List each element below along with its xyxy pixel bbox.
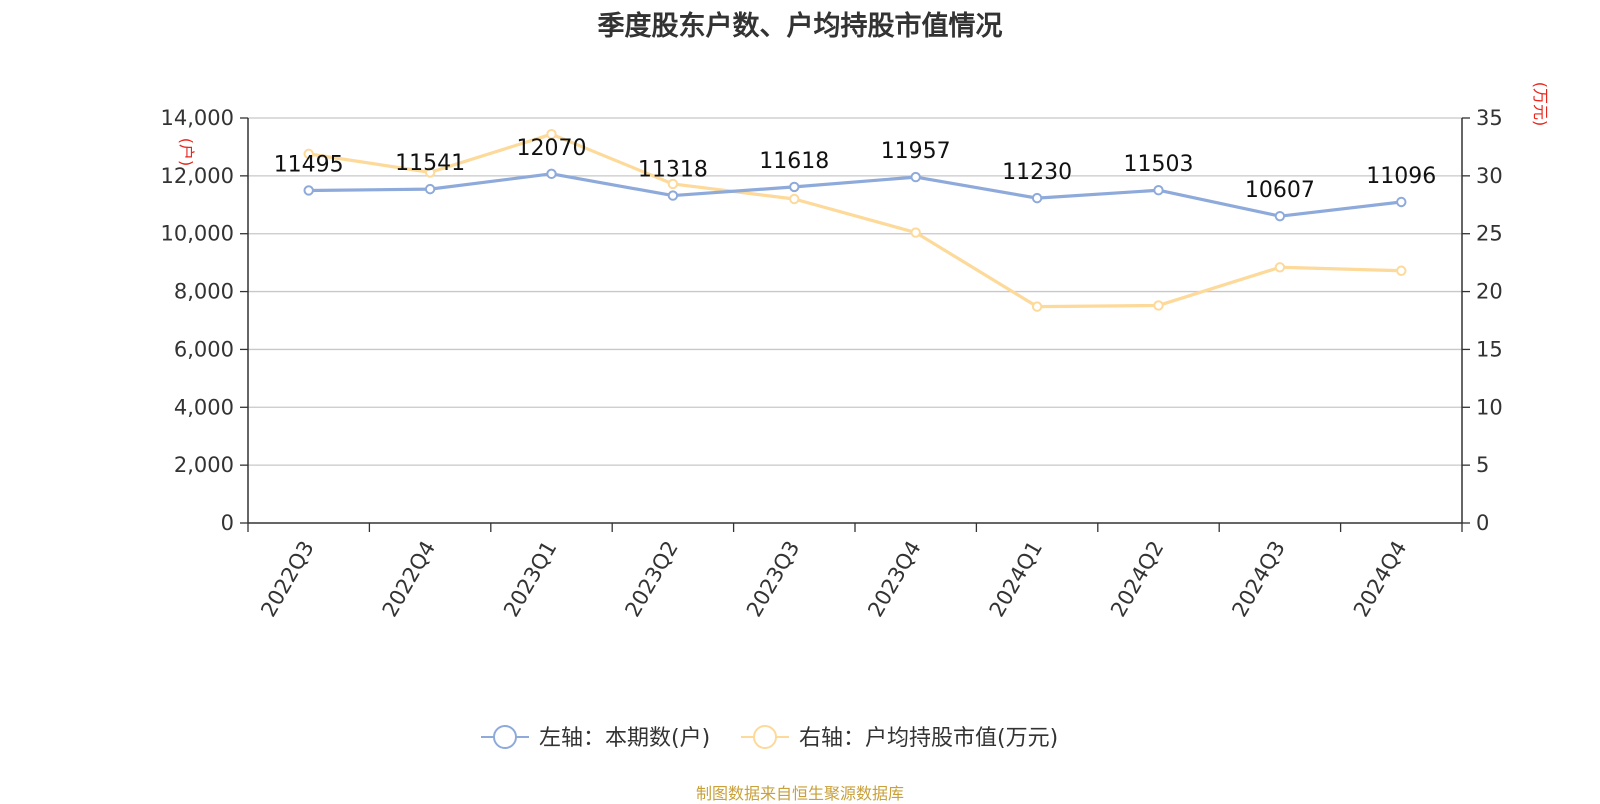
series-1-point [667, 190, 679, 201]
left-tick-label: 6,000 [174, 337, 234, 361]
series-2-point [667, 178, 679, 190]
x-tick-label: 2022Q3 [256, 537, 318, 621]
data-label: 11096 [1366, 164, 1436, 189]
series-2-point [1153, 300, 1164, 311]
series-1-point [546, 168, 557, 180]
x-tick-label: 2023Q1 [499, 537, 561, 621]
legend-label-1: 左轴：本期数(户) [539, 726, 710, 751]
right-tick-label: 35 [1476, 106, 1503, 130]
x-tick-label: 2024Q4 [1349, 537, 1411, 621]
x-tick-label: 2023Q2 [620, 537, 682, 621]
series-2-point [789, 193, 800, 205]
data-label: 10607 [1245, 178, 1315, 203]
x-tick-label: 2022Q4 [378, 537, 440, 621]
left-tick-label: 4,000 [174, 395, 234, 419]
data-label: 11503 [1124, 152, 1194, 177]
right-axis-ticks: 0 5 10 15 20 25 30 35 [1476, 106, 1503, 535]
axes [240, 117, 1470, 532]
series-line-2 [308, 132, 1402, 309]
left-tick-label: 12,000 [161, 164, 234, 188]
left-tick-label: 2,000 [174, 453, 234, 477]
x-axis-ticks: 2022Q3 2022Q4 2023Q1 2023Q2 2023Q3 2023Q4 2024… [256, 537, 1411, 621]
series-1-point [424, 183, 436, 195]
series-1-point [1031, 192, 1043, 204]
data-label: 11957 [881, 139, 951, 164]
left-tick-label: 8,000 [174, 280, 234, 304]
series-2-point [303, 148, 314, 160]
right-tick-label: 30 [1476, 164, 1503, 188]
right-tick-label: 25 [1476, 222, 1503, 246]
left-axis-ticks: 0 2,000 4,000 6,000 8,000 10,000 12,000 14,000 [161, 106, 234, 535]
data-label: 12070 [517, 136, 587, 161]
left-tick-label: 0 [221, 511, 234, 535]
series-line-1 [308, 172, 1402, 218]
series-1-point [1153, 185, 1164, 196]
data-label: 11541 [395, 151, 465, 176]
series-2-point [1031, 301, 1043, 312]
x-tick-label: 2024Q3 [1227, 537, 1289, 621]
grid-lines [248, 117, 1462, 466]
series-1-point [789, 181, 800, 193]
left-axis-unit: (户) [177, 138, 196, 167]
left-tick-label: 14,000 [161, 106, 234, 130]
series-2-point [546, 129, 557, 140]
data-label: 11618 [759, 149, 829, 174]
right-tick-label: 10 [1476, 395, 1503, 419]
data-labels: 11495 11541 12070 11318 11618 11957 11230 11503… [274, 136, 1437, 203]
series-2-point [1396, 265, 1407, 276]
series [303, 129, 1407, 312]
data-source-note: 制图数据来自恒生聚源数据库 [695, 784, 904, 803]
right-axis-unit: (万元) [1531, 82, 1550, 127]
series-1-point [303, 185, 314, 196]
x-tick-label: 2024Q2 [1106, 537, 1168, 621]
series-2-point [910, 227, 921, 238]
series-1-point [910, 171, 921, 183]
left-tick-label: 10,000 [161, 222, 234, 246]
chart-title: 季度股东户数、户均持股市值情况 [597, 11, 1003, 42]
right-tick-label: 0 [1476, 511, 1489, 535]
data-label: 11318 [638, 158, 708, 183]
data-label: 11495 [274, 152, 344, 177]
series-2-point [424, 167, 436, 178]
x-tick-label: 2023Q4 [863, 537, 925, 621]
series-1-point [1396, 196, 1407, 208]
x-tick-label: 2023Q3 [742, 537, 804, 621]
legend: 左轴：本期数(户) 右轴：户均持股市值(万元) [481, 725, 1058, 751]
right-tick-label: 20 [1476, 280, 1503, 304]
series-2-point [1274, 262, 1286, 273]
right-tick-label: 5 [1476, 453, 1489, 477]
right-tick-label: 15 [1476, 337, 1503, 361]
legend-marker-2 [753, 725, 777, 749]
x-tick-label: 2024Q1 [985, 537, 1047, 621]
legend-marker-1 [493, 725, 517, 749]
legend-label-2: 右轴：户均持股市值(万元) [799, 726, 1058, 751]
series-1-point [1274, 210, 1286, 222]
data-label: 11230 [1002, 160, 1072, 185]
